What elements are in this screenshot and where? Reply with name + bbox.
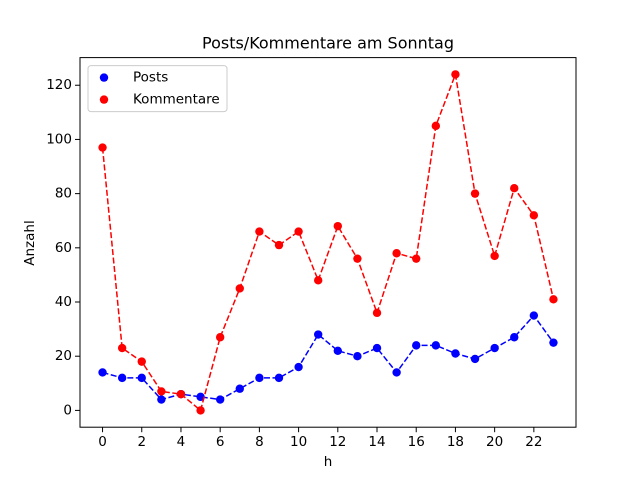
data-point <box>255 227 264 236</box>
data-point <box>490 343 499 353</box>
data-point <box>353 254 362 263</box>
x-tick-label: 6 <box>216 434 225 450</box>
data-point <box>510 333 519 342</box>
data-point <box>294 227 303 236</box>
data-point <box>235 384 244 393</box>
data-point <box>235 284 244 293</box>
x-axis-label: h <box>324 454 333 470</box>
y-tick-label: 120 <box>46 77 72 93</box>
data-point <box>510 184 519 193</box>
data-point <box>549 338 558 347</box>
legend-box <box>87 65 228 113</box>
data-point <box>392 368 401 377</box>
data-point <box>529 211 539 220</box>
x-tick-label: 8 <box>255 434 264 450</box>
chart-title: Posts/Kommentare am Sonntag <box>202 34 454 53</box>
data-point <box>137 357 146 366</box>
plot-area <box>98 70 558 415</box>
y-tick-label: 0 <box>63 402 72 418</box>
axes-frame <box>79 57 577 428</box>
data-point <box>137 373 146 383</box>
x-tick-label: 12 <box>329 434 346 450</box>
data-point <box>451 349 460 358</box>
data-point <box>470 189 480 198</box>
y-tick-label: 80 <box>55 186 72 202</box>
data-point <box>372 308 382 318</box>
data-point <box>490 251 499 261</box>
data-point <box>274 373 284 383</box>
data-point <box>117 343 127 353</box>
x-tick-label: 4 <box>177 434 186 450</box>
data-point <box>313 330 323 339</box>
legend-label: Posts <box>133 70 168 86</box>
data-point <box>98 368 107 377</box>
data-point <box>313 276 323 285</box>
data-point <box>431 341 441 350</box>
legend-label: Kommentare <box>133 92 220 108</box>
data-point <box>412 341 421 350</box>
y-axis-label: Anzahl <box>22 220 38 265</box>
data-point <box>294 362 303 372</box>
data-point <box>392 249 401 258</box>
x-tick-label: 20 <box>486 434 503 450</box>
data-point <box>215 333 225 342</box>
y-tick-label: 100 <box>46 131 72 147</box>
y-tick-label: 60 <box>55 240 72 256</box>
data-point <box>274 240 284 250</box>
x-tick-label: 10 <box>290 434 307 450</box>
y-tick-label: 20 <box>55 348 72 364</box>
x-tick-label: 2 <box>137 434 146 450</box>
data-point <box>196 406 205 415</box>
x-tick-label: 0 <box>98 434 107 450</box>
data-point <box>157 395 166 404</box>
data-point <box>196 392 205 402</box>
legend-marker <box>99 95 109 104</box>
y-tick-label: 40 <box>55 294 72 310</box>
data-point <box>431 121 441 131</box>
data-point <box>470 354 480 364</box>
legend-marker <box>99 73 109 82</box>
data-point <box>333 346 343 355</box>
data-point <box>353 352 362 361</box>
data-point <box>215 395 225 404</box>
x-tick-label: 22 <box>525 434 542 450</box>
data-point <box>117 373 127 383</box>
data-point <box>98 143 107 152</box>
data-point <box>372 343 382 353</box>
data-point <box>451 70 460 79</box>
x-tick-label: 16 <box>408 434 425 450</box>
data-point <box>255 373 264 383</box>
x-tick-label: 18 <box>447 434 464 450</box>
x-tick-label: 14 <box>368 434 385 450</box>
data-point <box>412 254 421 263</box>
data-point <box>333 221 343 231</box>
data-point <box>549 295 558 304</box>
data-point <box>157 387 166 396</box>
data-point <box>529 311 539 320</box>
data-point <box>176 389 186 399</box>
